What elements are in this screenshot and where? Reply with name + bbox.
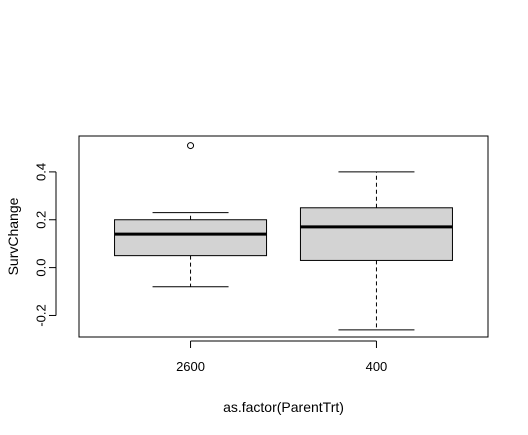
iqr-box: [114, 219, 268, 257]
iqr-box: [299, 207, 453, 261]
y-axis-label: SurvChange: [5, 197, 21, 275]
y-axis: -0.2 0.0 0.2 0.4: [33, 163, 57, 327]
boxes: [114, 142, 453, 331]
x-axis-label: as.factor(ParentTrt): [223, 399, 344, 415]
y-tick-label: 0.2: [33, 211, 48, 229]
y-tick-label: 0.0: [33, 259, 48, 277]
x-tick-label: 2600: [176, 359, 205, 374]
x-tick-label: 400: [366, 359, 388, 374]
outlier-point: [187, 142, 195, 150]
y-tick-label: 0.4: [33, 163, 48, 181]
box-2600: [114, 142, 268, 288]
plot-frame: [78, 135, 489, 338]
box-400: [299, 171, 453, 331]
y-tick-label: -0.2: [33, 304, 48, 326]
x-axis: 2600 400: [176, 340, 388, 374]
